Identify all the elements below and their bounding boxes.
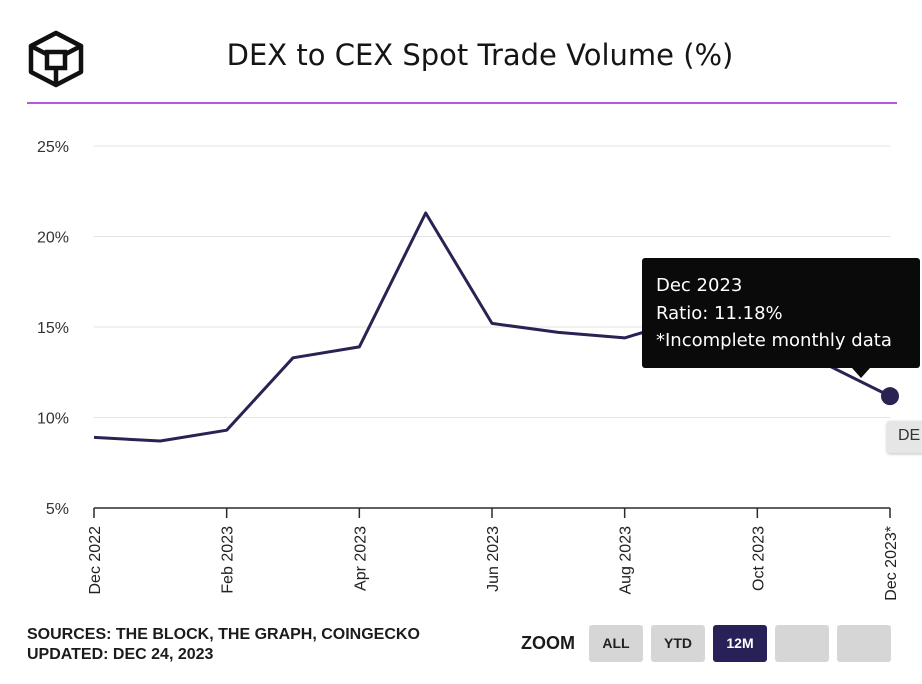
data-point: [288, 353, 298, 363]
y-tick-label: 15%: [37, 320, 69, 337]
chart-title: DEX to CEX Spot Trade Volume (%): [226, 38, 734, 72]
sources-block: SOURCES: THE BLOCK, THE GRAPH, COINGECKO…: [27, 625, 420, 665]
tooltip: Dec 2023 Ratio: 11.18% *Incomplete month…: [642, 258, 920, 378]
zoom-ytd-button[interactable]: YTD: [651, 625, 705, 662]
x-tick-label: Dec 2022: [87, 526, 104, 595]
x-tick-label: Jun 2023: [485, 526, 502, 592]
zoom-all-button[interactable]: ALL: [589, 625, 643, 662]
highlighted-point: [881, 387, 899, 406]
data-point: [222, 425, 232, 435]
x-tick-label: Apr 2023: [352, 526, 369, 591]
x-tick-label: Oct 2023: [750, 526, 767, 591]
tooltip-ratio: Ratio: 11.18%: [656, 302, 783, 324]
the-block-logo-icon: [28, 30, 84, 88]
x-tick-label: Feb 2023: [220, 526, 237, 594]
data-point: [354, 342, 364, 352]
data-point: [421, 208, 431, 218]
zoom-label: ZOOM: [521, 633, 575, 653]
data-point: [620, 333, 630, 343]
zoom-button-5[interactable]: [837, 625, 891, 662]
title-divider: [27, 102, 897, 104]
crosshair-x-label: DE: [887, 421, 922, 453]
y-tick-label: 20%: [37, 230, 69, 247]
tooltip-note: *Incomplete monthly data: [656, 330, 892, 351]
x-tick-label: Aug 2023: [618, 526, 635, 595]
tooltip-title: Dec 2023: [656, 275, 743, 296]
data-point: [487, 318, 497, 328]
updated-text: UPDATED: DEC 24, 2023: [27, 646, 214, 663]
x-tick-label: Dec 2023*: [883, 526, 900, 601]
zoom-button-4[interactable]: [775, 625, 829, 662]
y-tick-label: 10%: [37, 411, 69, 428]
data-point: [89, 432, 99, 442]
y-tick-label: 25%: [37, 139, 69, 156]
sources-text: SOURCES: THE BLOCK, THE GRAPH, COINGECKO: [27, 626, 420, 643]
data-point: [553, 327, 563, 337]
data-point: [155, 436, 165, 446]
y-tick-label: 5%: [46, 501, 69, 518]
zoom-12m-button[interactable]: 12M: [713, 625, 767, 662]
